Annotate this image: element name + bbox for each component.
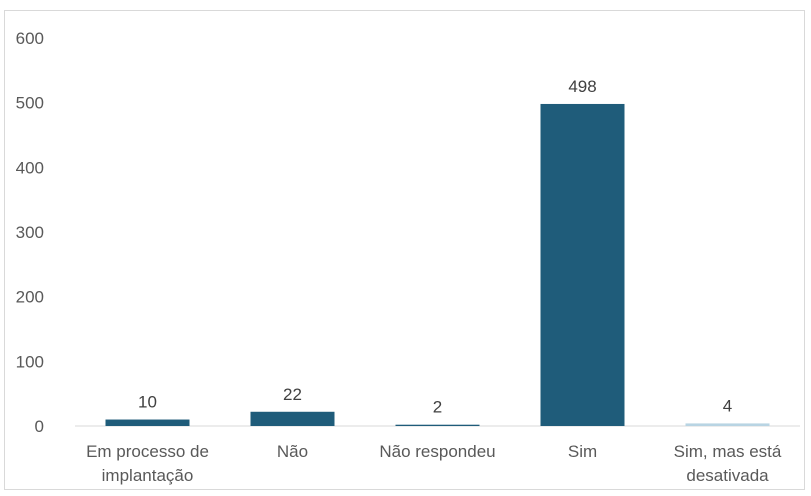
y-tick-label: 500 — [16, 94, 44, 113]
x-tick-label: Sim — [568, 442, 597, 461]
y-tick-label: 600 — [16, 29, 44, 48]
x-tick-label: implantação — [102, 466, 194, 485]
bar — [105, 419, 190, 426]
data-label: 4 — [723, 396, 732, 415]
bar — [250, 411, 335, 426]
y-tick-label: 400 — [16, 158, 44, 177]
data-label: 22 — [283, 385, 302, 404]
bar — [540, 103, 625, 427]
x-tick-label: Sim, mas está — [674, 442, 782, 461]
data-label: 498 — [568, 77, 596, 96]
x-tick-label: Em processo de — [86, 442, 209, 461]
bar — [685, 423, 770, 426]
x-tick-label: Não — [277, 442, 308, 461]
x-tick-label: Não respondeu — [379, 442, 495, 461]
y-tick-label: 300 — [16, 223, 44, 242]
chart-frame — [4, 10, 805, 490]
y-tick-label: 100 — [16, 352, 44, 371]
data-label: 10 — [138, 393, 157, 412]
data-label: 2 — [433, 398, 442, 417]
y-tick-label: 0 — [35, 417, 44, 436]
y-tick-label: 200 — [16, 288, 44, 307]
x-tick-label: desativada — [686, 466, 769, 485]
bar — [395, 424, 480, 426]
